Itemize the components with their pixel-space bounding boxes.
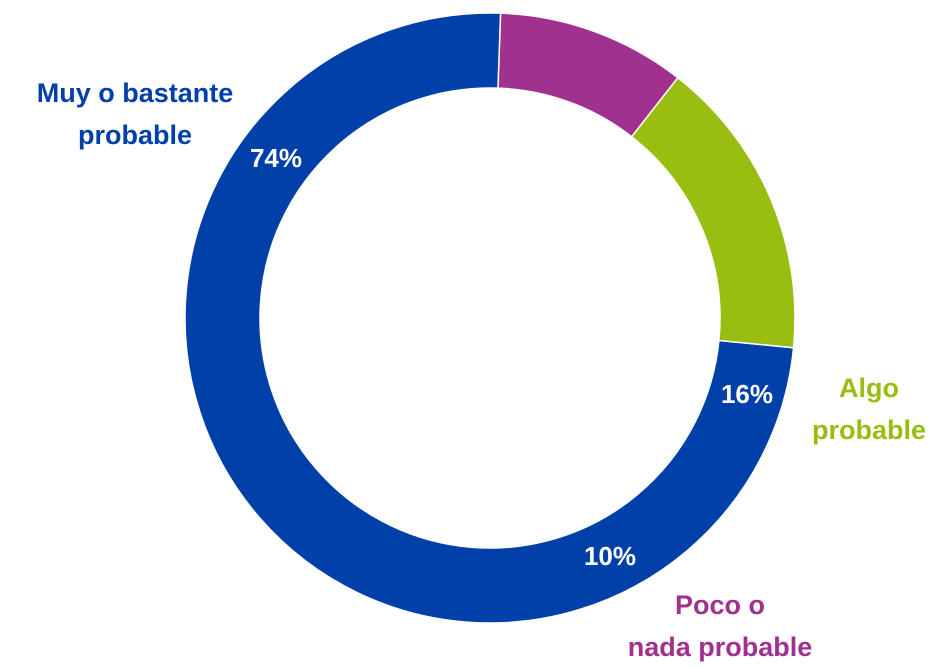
slice-category-label-line: probable bbox=[812, 415, 926, 445]
slice-category-label: Poco o nada probable bbox=[628, 590, 813, 662]
percentage-labels: 74% 16% 10% bbox=[250, 143, 773, 571]
slice-category-label-line: nada probable bbox=[628, 632, 813, 662]
slice-category-label-line: Poco o bbox=[675, 590, 765, 620]
slice-value-label: 74% bbox=[250, 143, 302, 173]
slice-category-label-line: Algo bbox=[839, 373, 899, 403]
slice-value-label: 10% bbox=[584, 541, 636, 571]
slice-category-label: Algo probable bbox=[812, 373, 926, 445]
donut-slice bbox=[630, 76, 796, 349]
slice-category-label: Muy o bastante probable bbox=[37, 78, 234, 150]
slice-value-label: 16% bbox=[721, 379, 773, 409]
donut-slice bbox=[184, 12, 795, 624]
donut-slice bbox=[497, 12, 679, 138]
slice-category-label-line: Muy o bastante bbox=[37, 78, 234, 108]
donut-slices bbox=[184, 12, 796, 624]
category-labels: Muy o bastante probable Algo probable Poco o… bbox=[37, 78, 926, 662]
slice-category-label-line: probable bbox=[78, 120, 192, 150]
